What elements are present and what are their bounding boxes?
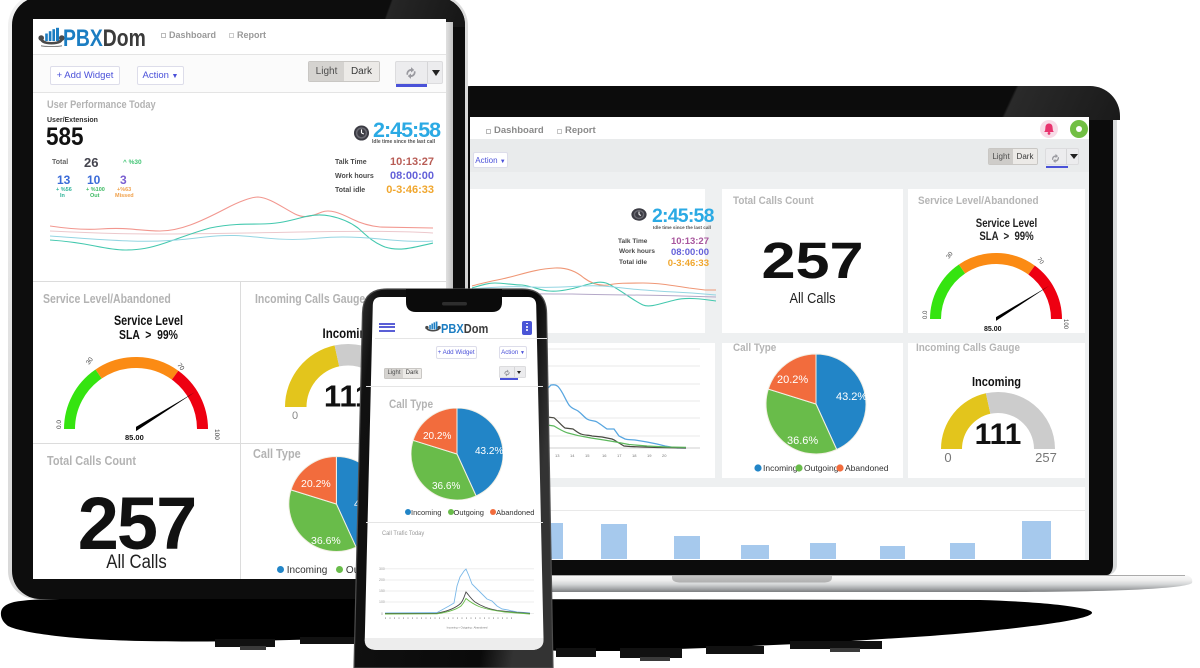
svg-text:19: 19 bbox=[647, 453, 652, 458]
svg-text:20: 20 bbox=[662, 453, 667, 458]
svg-text:36.6%: 36.6% bbox=[432, 481, 460, 492]
svg-text:14: 14 bbox=[570, 453, 575, 458]
svg-text:0.0: 0.0 bbox=[923, 310, 929, 319]
svg-text:Outgoing: Outgoing bbox=[804, 463, 839, 473]
svg-text:0: 0 bbox=[292, 410, 298, 422]
svg-text:85.00: 85.00 bbox=[984, 326, 1002, 333]
svg-text:100: 100 bbox=[213, 429, 220, 440]
svg-text:Incoming + Outgoing : Abandon: Incoming + Outgoing : Abandoned bbox=[447, 626, 488, 630]
svg-text:Abandoned: Abandoned bbox=[845, 463, 889, 473]
svg-text:13: 13 bbox=[555, 453, 560, 458]
svg-text:20.2%: 20.2% bbox=[301, 478, 331, 490]
svg-text:257: 257 bbox=[1035, 450, 1057, 465]
svg-text:16: 16 bbox=[602, 453, 607, 458]
svg-text:150: 150 bbox=[379, 589, 385, 593]
svg-text:36.6%: 36.6% bbox=[787, 435, 818, 447]
svg-text:36.6%: 36.6% bbox=[311, 535, 341, 547]
svg-text:70: 70 bbox=[1035, 257, 1044, 266]
svg-text:0.0: 0.0 bbox=[56, 420, 63, 429]
svg-text:17: 17 bbox=[617, 453, 622, 458]
svg-text:43.2%: 43.2% bbox=[475, 446, 503, 457]
svg-text:85.00: 85.00 bbox=[125, 433, 144, 442]
svg-text:15: 15 bbox=[585, 453, 590, 458]
svg-text:0: 0 bbox=[944, 450, 951, 465]
svg-text:20.2%: 20.2% bbox=[777, 374, 808, 386]
svg-text:70: 70 bbox=[175, 362, 185, 372]
svg-text:200: 200 bbox=[379, 578, 385, 582]
svg-text:30: 30 bbox=[85, 356, 95, 366]
svg-text:111: 111 bbox=[975, 418, 1022, 451]
svg-text:300: 300 bbox=[379, 567, 385, 571]
svg-text:18: 18 bbox=[632, 453, 637, 458]
svg-text:100: 100 bbox=[1062, 319, 1068, 330]
svg-text:0: 0 bbox=[381, 612, 383, 616]
svg-text:100: 100 bbox=[379, 600, 385, 604]
svg-text:30: 30 bbox=[946, 251, 955, 260]
svg-text:Incoming: Incoming bbox=[763, 463, 798, 473]
svg-text:43.2%: 43.2% bbox=[836, 391, 867, 403]
svg-text:20.2%: 20.2% bbox=[423, 431, 451, 442]
